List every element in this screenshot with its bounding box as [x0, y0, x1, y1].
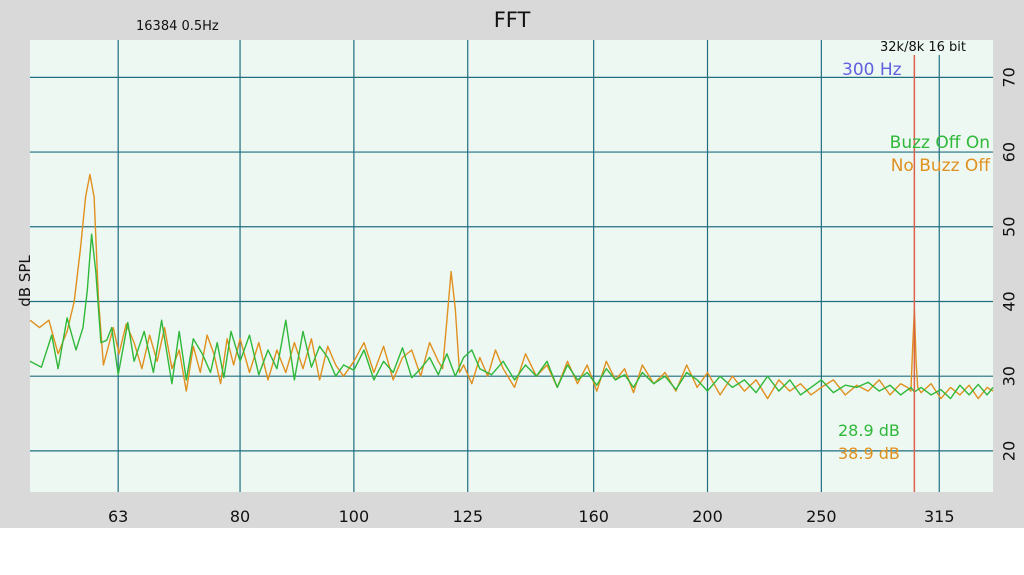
- y-tick-label: 30: [1000, 366, 1019, 386]
- x-tick-label: 125: [452, 507, 483, 526]
- x-tick-label: 80: [230, 507, 250, 526]
- y-axis-label: dB SPL: [16, 255, 34, 307]
- x-tick-label: 200: [692, 507, 723, 526]
- series-layer: [29, 173, 994, 400]
- y-tick-label: 20: [1000, 441, 1019, 461]
- series-line-0: [29, 233, 994, 400]
- x-tick-label: 63: [108, 507, 128, 526]
- readout-green: 28.9 dB: [838, 421, 900, 440]
- legend-entry-no-buzz-off: No Buzz Off: [890, 156, 990, 176]
- y-tick-label: 40: [1000, 291, 1019, 311]
- y-tick-label: 50: [1000, 217, 1019, 237]
- grid: [30, 40, 993, 492]
- x-axis-ticks: 63 80 100 125 160 200 250 315: [108, 507, 955, 526]
- series-line-1: [29, 173, 994, 400]
- y-tick-label: 70: [1000, 67, 1019, 87]
- fft-size-info: 16384 0.5Hz: [136, 19, 219, 34]
- x-tick-label: 100: [339, 507, 370, 526]
- y-axis-ticks: 20 30 40 50 60 70: [1000, 67, 1019, 461]
- x-tick-label: 160: [578, 507, 609, 526]
- marker-frequency-label: 300 Hz: [842, 60, 902, 80]
- chart-title: FFT: [493, 8, 531, 32]
- legend-entry-buzz-off-on: Buzz Off On: [889, 133, 990, 153]
- y-tick-label: 60: [1000, 142, 1019, 162]
- x-tick-label: 250: [806, 507, 837, 526]
- plot-area: [30, 40, 993, 492]
- readout-orange: 38.9 dB: [838, 444, 900, 463]
- x-tick-label: 315: [924, 507, 955, 526]
- sample-rate-info: 32k/8k 16 bit: [880, 40, 967, 55]
